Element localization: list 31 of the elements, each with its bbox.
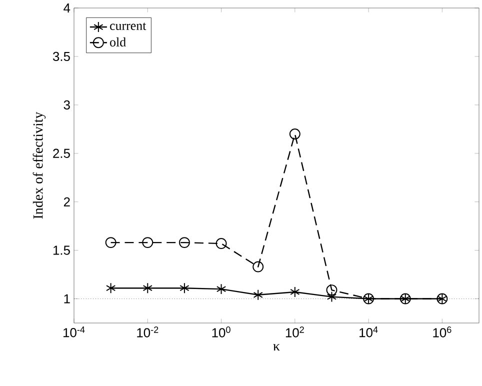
- point: [142, 237, 154, 248]
- point: [180, 282, 190, 294]
- point: [289, 128, 300, 140]
- x-tick-label: 10$^{-4}$: [64, 326, 85, 338]
- point: [290, 286, 300, 298]
- point: [252, 261, 264, 272]
- y-tick-label: 1.5: [53, 246, 70, 255]
- y-tick-label: 2: [64, 197, 70, 206]
- y-tick-label: 3.5: [52, 52, 70, 62]
- point: [326, 291, 337, 302]
- y-tick-label: 3: [64, 100, 70, 110]
- point: [105, 237, 116, 248]
- point: [106, 282, 116, 294]
- point: [216, 284, 226, 295]
- x-axis-title: κ: [273, 344, 280, 351]
- legend-label: old: [110, 37, 126, 46]
- point: [326, 284, 338, 296]
- x-tick-label: 10$^{6}$: [433, 326, 452, 338]
- point: [253, 289, 263, 300]
- x-tick-label: 10$^{0}$: [212, 326, 230, 338]
- x-tick-label: 10$^{-2}$: [137, 326, 158, 338]
- y-tick-label: 4: [64, 4, 70, 12]
- point: [216, 238, 227, 250]
- x-tick-label: 10$^{4}$: [360, 326, 378, 338]
- y-tick-label: 1: [64, 294, 70, 304]
- point: [178, 237, 190, 248]
- y-tick-label: 2.5: [53, 148, 70, 158]
- legend-label: current: [110, 22, 146, 30]
- x-tick-label: 10$^{2}$: [286, 326, 304, 338]
- y-axis-title: Index of effectivity: [32, 112, 46, 219]
- point: [142, 282, 152, 294]
